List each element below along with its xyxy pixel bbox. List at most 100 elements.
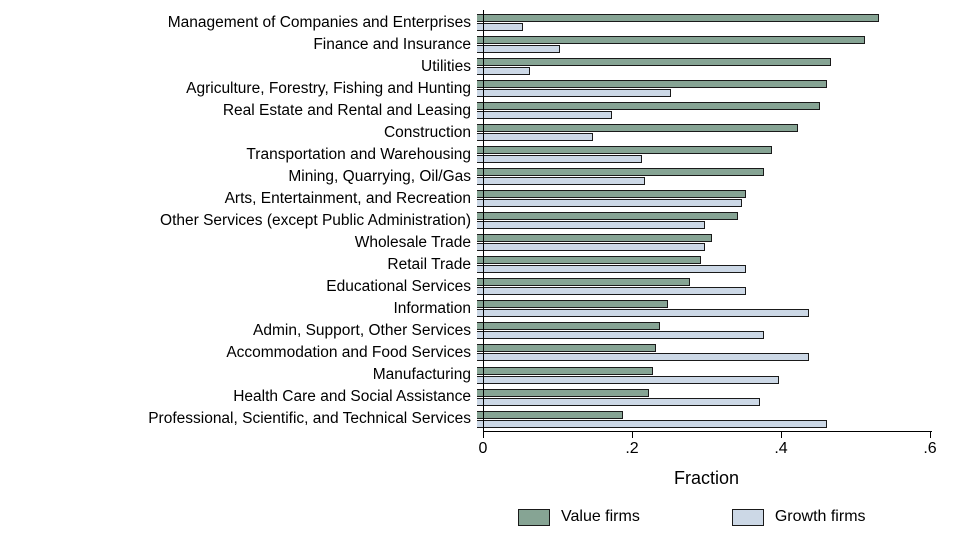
growth-firms-bar: [477, 23, 523, 32]
category-label: Professional, Scientific, and Technical …: [148, 410, 471, 428]
category-label: Admin, Support, Other Services: [253, 322, 471, 340]
category-label: Agriculture, Forestry, Fishing and Hunti…: [186, 80, 471, 98]
category-row: Agriculture, Forestry, Fishing and Hunti…: [0, 78, 975, 100]
growth-firms-bar: [477, 309, 809, 318]
bar-group: [477, 322, 923, 340]
growth-firms-bar: [477, 397, 761, 406]
category-label: Educational Services: [326, 278, 471, 296]
growth-firms-bar: [477, 243, 705, 252]
category-label: Retail Trade: [387, 256, 471, 274]
category-row: Health Care and Social Assistance: [0, 386, 975, 408]
category-label: Information: [393, 300, 471, 318]
category-row: Other Services (except Public Administra…: [0, 210, 975, 232]
growth-firms-bar: [477, 89, 672, 98]
category-row: Real Estate and Rental and Leasing: [0, 100, 975, 122]
x-tick-mark: [483, 432, 484, 438]
legend-label-growth-firms: Growth firms: [774, 508, 866, 525]
category-row: Manufacturing: [0, 364, 975, 386]
value-firms-bar: [477, 58, 832, 67]
category-row: Professional, Scientific, and Technical …: [0, 408, 975, 430]
legend-item-value-firms: Value firms: [518, 508, 640, 526]
x-tick-label: .4: [774, 440, 788, 457]
bar-group: [477, 102, 923, 120]
category-row: Retail Trade: [0, 254, 975, 276]
category-label: Finance and Insurance: [313, 36, 471, 54]
growth-firms-bar: [477, 375, 780, 384]
x-tick-label: .6: [923, 440, 937, 457]
category-label: Arts, Entertainment, and Recreation: [224, 190, 471, 208]
category-row: Educational Services: [0, 276, 975, 298]
category-row: Utilities: [0, 56, 975, 78]
legend-item-growth-firms: Growth firms: [731, 508, 866, 526]
bar-group: [477, 58, 923, 76]
growth-firms-bar: [477, 133, 594, 142]
value-firms-swatch: [518, 508, 550, 526]
bar-group: [477, 300, 923, 318]
value-firms-bar: [477, 234, 713, 243]
x-tick-label: 0: [478, 440, 488, 457]
x-axis-title: Fraction: [673, 468, 740, 488]
growth-firms-bar: [477, 331, 765, 340]
category-label: Manufacturing: [372, 366, 471, 384]
value-firms-bar: [477, 168, 765, 177]
value-firms-bar: [477, 102, 820, 111]
y-axis-line: [483, 10, 484, 431]
value-firms-bar: [477, 278, 690, 287]
legend: Value firms Growth firms: [518, 508, 866, 526]
growth-firms-bar: [477, 45, 560, 54]
value-firms-bar: [477, 190, 746, 199]
value-firms-bar: [477, 388, 649, 397]
x-axis-ticks: 0 .2 .4 .6: [479, 431, 937, 461]
bar-group: [477, 212, 923, 230]
growth-firms-bar: [477, 177, 646, 186]
x-tick-mark: [930, 432, 931, 438]
category-row: Transportation and Warehousing: [0, 144, 975, 166]
category-label: Management of Companies and Enterprises: [167, 14, 471, 31]
growth-firms-bar: [477, 353, 809, 362]
category-label: Wholesale Trade: [354, 234, 471, 252]
value-firms-bar: [477, 36, 865, 45]
category-label: Accommodation and Food Services: [226, 344, 471, 362]
growth-firms-bar: [477, 265, 746, 274]
category-row: Construction: [0, 122, 975, 144]
bar-group: [477, 124, 923, 142]
category-row: Admin, Support, Other Services: [0, 320, 975, 342]
growth-firms-bar: [477, 199, 742, 208]
category-label: Utilities: [421, 58, 471, 76]
growth-firms-bar: [477, 155, 642, 164]
x-tick-mark: [780, 432, 782, 438]
x-axis-line: [483, 431, 932, 432]
value-firms-bar: [477, 256, 701, 265]
value-firms-bar: [477, 80, 828, 89]
growth-firms-bar: [477, 419, 828, 428]
category-row: Mining, Quarrying, Oil/Gas: [0, 166, 975, 188]
bar-group: [477, 168, 923, 186]
category-label: Other Services (except Public Administra…: [160, 212, 471, 230]
category-row: Wholesale Trade: [0, 232, 975, 254]
bar-group: [477, 278, 923, 296]
category-label: Mining, Quarrying, Oil/Gas: [288, 168, 471, 186]
x-tick-mark: [631, 432, 633, 438]
category-label: Health Care and Social Assistance: [233, 388, 471, 406]
value-firms-bar: [477, 344, 657, 353]
growth-firms-bar: [477, 287, 746, 296]
category-label: Real Estate and Rental and Leasing: [222, 102, 471, 120]
growth-firms-bar: [477, 67, 531, 76]
bar-group: [477, 146, 923, 164]
category-row: Finance and Insurance: [0, 34, 975, 56]
plot-rows: Management of Companies and Enterprises F…: [0, 12, 975, 430]
growth-firms-swatch: [731, 508, 764, 526]
legend-label-value-firms: Value firms: [561, 508, 640, 525]
bar-group: [477, 410, 923, 428]
value-firms-bar: [477, 410, 623, 419]
category-label: Construction: [383, 124, 471, 142]
bar-group: [477, 344, 923, 362]
bar-group: [477, 190, 923, 208]
category-row: Management of Companies and Enterprises: [0, 12, 975, 34]
value-firms-bar: [477, 146, 772, 155]
bar-group: [477, 234, 923, 252]
bar-group: [477, 14, 923, 32]
value-firms-bar: [477, 14, 880, 23]
category-row: Accommodation and Food Services: [0, 342, 975, 364]
